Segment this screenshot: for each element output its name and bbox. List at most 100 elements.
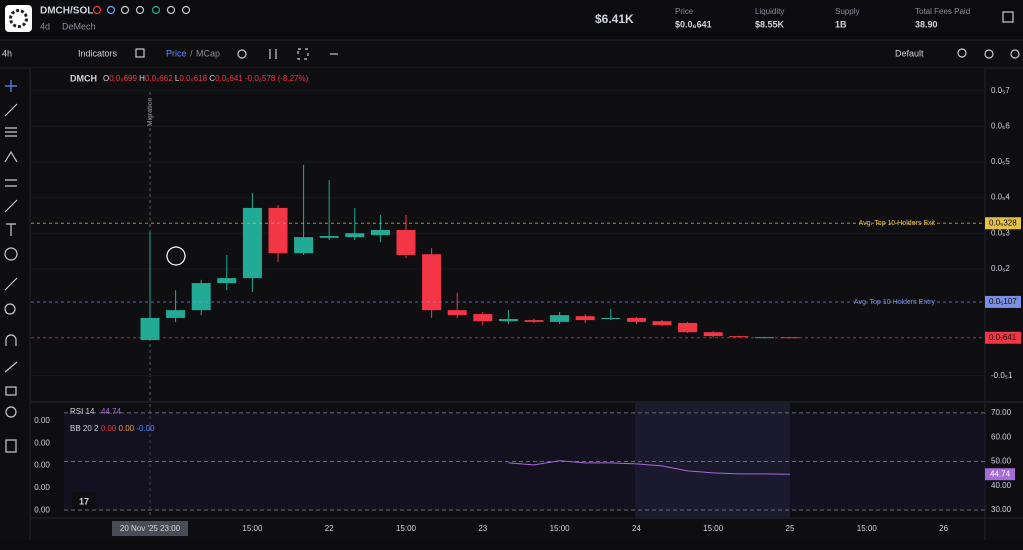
y-tick-label: 0.0₅5	[991, 157, 1010, 166]
rsi-title: RSI 14	[70, 407, 95, 416]
highlight-range	[635, 403, 790, 518]
pair-name: DMCH/SOL	[40, 6, 93, 17]
price-tag-label: 0.0₅107	[989, 297, 1017, 306]
drawing-tools[interactable]	[4, 80, 18, 453]
token-age: 4d	[40, 21, 50, 31]
candle-body	[729, 336, 749, 338]
candle-body	[652, 321, 672, 326]
bottom-bar	[0, 540, 1023, 550]
ohlc-key: O	[103, 74, 109, 83]
candle-body	[678, 322, 698, 333]
y-tick-label: 0.0₅2	[991, 264, 1010, 273]
stat-label: Total Fees Paid	[915, 7, 970, 16]
stat-label: Supply	[835, 7, 859, 16]
price-tag	[985, 331, 1021, 344]
x-tick-label: 26	[939, 524, 948, 533]
y-tick-label: 0.0₅4	[991, 193, 1010, 202]
bb-tick-label: 0.00	[34, 505, 50, 514]
candle-body	[524, 320, 544, 322]
bb-legend: BB 20 2 0.00 0.00 -0.00	[70, 424, 155, 433]
x-tick-label: 15:00	[396, 524, 417, 533]
candle-body	[242, 207, 262, 279]
crosshair-time-box	[112, 521, 188, 536]
layout-select[interactable]: Default	[895, 48, 924, 58]
candle-body	[422, 254, 442, 311]
tv-logo[interactable]	[72, 492, 96, 512]
price-tag-label: 0.0₅328	[989, 218, 1017, 227]
candle-body	[601, 317, 621, 320]
candle-body	[191, 283, 211, 311]
rsi-line	[508, 460, 791, 475]
candle-body	[345, 233, 365, 238]
price-tag	[985, 295, 1021, 308]
price-pane	[31, 68, 985, 402]
candle-body	[626, 317, 646, 322]
candle-body	[550, 315, 570, 322]
dev-name: DeMech	[62, 21, 96, 31]
ohlc-legend: O0.0₆699 H0.0₆662 L0.0₆618 C0.0₆641 -0.0…	[103, 74, 309, 83]
price-line-label: Avg. Top 10 Holders Exit	[859, 220, 935, 227]
bb-value: -0.00	[136, 424, 155, 433]
ohlc-key: H	[139, 74, 145, 83]
ohlc-key: L	[175, 74, 180, 83]
candle-body	[575, 316, 595, 321]
x-tick-label: 22	[325, 524, 334, 533]
y-tick-label: -0.0₅1	[991, 371, 1013, 380]
bb-value: 0.00	[101, 424, 117, 433]
candle-body	[166, 310, 186, 318]
x-tick-label: 15:00	[703, 524, 724, 533]
x-tick-label: 24	[632, 524, 641, 533]
y-tick-label: 0.0₅6	[991, 122, 1010, 131]
token-logo[interactable]	[5, 5, 32, 32]
menu-icon[interactable]	[1002, 11, 1014, 23]
bb-tick-label: 0.00	[34, 461, 50, 470]
y-tick-label: 40.00	[991, 481, 1012, 490]
y-tick-label: 60.00	[991, 432, 1012, 441]
candle-body	[780, 337, 800, 339]
ohlc-value: 0.0₆618	[179, 74, 207, 83]
bb-name: BB 20 2	[70, 424, 99, 433]
symbol: DMCH	[70, 73, 97, 83]
event-marker[interactable]	[166, 246, 186, 266]
candle-body	[370, 230, 390, 235]
rsi-band	[64, 413, 985, 510]
bb-tick-label: 0.00	[34, 438, 50, 447]
stats: Price $0.0₆641 Liquidity $8.55K Supply 1B Tota…	[675, 7, 970, 29]
price-toggle[interactable]: Price	[166, 48, 187, 58]
bb-value: 0.00	[119, 424, 135, 433]
logo-mark	[9, 9, 28, 28]
x-tick-label: 20 Nov '25 23:00	[120, 524, 181, 533]
bb-tick-label: 0.00	[34, 483, 50, 492]
interval[interactable]: 4h	[2, 48, 12, 58]
header-icons[interactable]	[92, 5, 191, 15]
candle-body	[703, 332, 723, 337]
y-tick-label: 0.0₅7	[991, 86, 1010, 95]
stat-value: $8.55K	[755, 19, 785, 29]
bb-tick-label: 0.00	[34, 416, 50, 425]
stat-label: Price	[675, 7, 694, 16]
ohlc-value: 0.0₆641	[215, 74, 243, 83]
y-tick-label: 30.00	[991, 505, 1012, 514]
candle-body	[447, 310, 467, 316]
stat-label: Liquidity	[755, 7, 784, 16]
stat-value: 1B	[835, 19, 847, 29]
ohlc-value: 0.0₆699	[109, 74, 137, 83]
ohlc-change: -0.0₆578 (-8.27%)	[245, 74, 309, 83]
stat-value: 38.90	[915, 19, 938, 29]
ohlc-value: 0.0₆662	[145, 74, 173, 83]
price-line-label: Avg. Top 10 Holders Entry	[854, 299, 936, 306]
header	[0, 0, 1023, 40]
toolbar-icons[interactable]	[135, 48, 1020, 60]
mcap-toggle[interactable]: MCap	[196, 48, 220, 58]
ohlc-key: C	[209, 74, 215, 83]
separator: /	[190, 48, 193, 58]
x-tick-label: 15:00	[857, 524, 878, 533]
candle-body	[498, 319, 518, 322]
stat-value: $0.0₆641	[675, 19, 712, 29]
price-tag-label: 0.0₇641	[989, 333, 1017, 342]
indicators-button[interactable]: Indicators	[78, 48, 118, 58]
x-tick-label: 15:00	[242, 524, 263, 533]
y-tick-label: 0.0₅3	[991, 228, 1010, 237]
candle-body	[217, 278, 237, 284]
candle-body	[396, 230, 416, 255]
